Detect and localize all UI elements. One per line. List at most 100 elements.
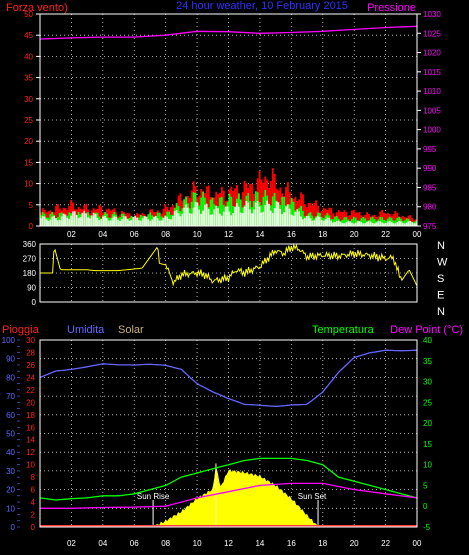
compass-label: E — [437, 290, 444, 302]
avg-bar — [269, 210, 272, 226]
avg-bar — [241, 213, 244, 226]
avg-bar — [247, 202, 250, 226]
avg-bar — [322, 220, 325, 226]
speed-bar — [168, 211, 171, 226]
avg-bar — [162, 217, 165, 226]
avg-bar — [375, 222, 378, 226]
avg-bar — [253, 209, 255, 226]
avg-bar — [147, 219, 150, 226]
direction-panel-frame — [39, 243, 418, 303]
avg-bar — [288, 208, 291, 226]
avg-bar — [171, 216, 174, 226]
rain-tick-label: 4 — [31, 498, 36, 507]
pressure-tick-label: 1010 — [423, 87, 441, 96]
avg-bar — [205, 203, 208, 226]
avg-bar — [41, 216, 44, 226]
avg-bar — [81, 212, 84, 226]
avg-bar — [366, 221, 368, 226]
avg-bar — [398, 220, 401, 226]
gust-bar — [56, 203, 59, 226]
dewpoint-line — [40, 482, 418, 509]
x-tick-label: 04 — [98, 539, 107, 548]
rain-tick-label: 0 — [31, 523, 36, 532]
rain-axis-label: Pioggia — [2, 324, 40, 336]
x-tick-label: 12 — [224, 539, 233, 548]
pressure-tick-label: 1005 — [423, 106, 441, 115]
pressure-tick-label: 1025 — [423, 29, 441, 38]
avg-bar — [156, 218, 159, 226]
avg-bar — [283, 212, 286, 226]
avg-bar — [266, 200, 269, 226]
avg-bar — [109, 220, 112, 226]
x-tick-label: 14 — [255, 230, 264, 239]
x-tick-label: 10 — [193, 539, 202, 548]
avg-bar — [68, 218, 71, 226]
avg-bar — [281, 214, 284, 226]
rain-tick-label: 22 — [26, 386, 35, 395]
avg-bar — [83, 210, 86, 226]
avg-bar — [134, 215, 137, 226]
avg-bar — [198, 209, 201, 226]
avg-bar — [145, 216, 148, 226]
avg-bar — [279, 208, 282, 226]
x-tick-label: 20 — [350, 539, 359, 548]
avg-bar — [119, 220, 122, 226]
gust-bar — [383, 212, 385, 226]
speed-bar — [351, 219, 353, 226]
avg-bar — [415, 223, 417, 226]
avg-bar — [128, 220, 131, 226]
gust-bar — [351, 210, 353, 226]
gust-bar — [322, 207, 325, 226]
direction-tick-label: 360 — [23, 240, 37, 249]
avg-bar — [89, 218, 91, 226]
gust-bar — [356, 212, 359, 226]
avg-bar — [200, 213, 203, 226]
avg-bar — [285, 206, 287, 226]
speed-bar — [345, 217, 348, 226]
avg-bar — [170, 219, 172, 226]
wind-tick-label: 50 — [24, 10, 33, 19]
avg-bar — [96, 217, 99, 226]
avg-bar — [383, 223, 385, 226]
pressure-tick-label: 975 — [423, 222, 437, 231]
temperature-axis-label: Temperatura — [312, 324, 375, 336]
x-tick-label: 08 — [161, 539, 170, 548]
speed-bar — [58, 213, 61, 226]
avg-bar — [303, 218, 306, 226]
gust-bar — [162, 208, 165, 226]
avg-bar — [115, 217, 118, 226]
avg-bar — [273, 208, 276, 226]
avg-bar — [117, 219, 120, 226]
gust-bar — [330, 207, 333, 226]
avg-bar — [113, 215, 116, 226]
wind-panel-frame — [39, 13, 418, 227]
avg-bar — [124, 216, 127, 226]
gust-bar — [358, 212, 361, 226]
avg-bar — [392, 223, 395, 226]
temp-tick-label: 20 — [423, 419, 432, 428]
avg-bar — [202, 210, 204, 226]
direction-tick-label: 270 — [23, 255, 37, 264]
humidity-tick-label: 50 — [6, 430, 15, 439]
x-tick-label: 12 — [224, 230, 233, 239]
avg-bar — [149, 220, 152, 226]
humidity-tick-label: 40 — [6, 448, 15, 457]
gust-bar — [55, 205, 57, 226]
avg-bar — [309, 218, 312, 226]
avg-bar — [98, 220, 101, 226]
speed-bar — [292, 201, 295, 226]
speed-bar — [158, 212, 161, 226]
wind-tick-label: 40 — [24, 52, 33, 61]
avg-bar — [79, 216, 82, 226]
dewpoint-axis-label: Dew Point (°C) — [390, 324, 463, 336]
avg-bar — [237, 206, 240, 226]
direction-tick-label: 0 — [32, 298, 37, 307]
humidity-tick-label: 60 — [6, 411, 15, 420]
solar-area — [152, 467, 319, 528]
avg-bar — [377, 221, 380, 226]
speed-bar — [290, 198, 293, 226]
avg-bar — [130, 219, 133, 226]
temp-tick-label: 40 — [423, 336, 432, 345]
wind-tick-label: 45 — [24, 31, 33, 40]
speed-bar — [403, 220, 406, 226]
